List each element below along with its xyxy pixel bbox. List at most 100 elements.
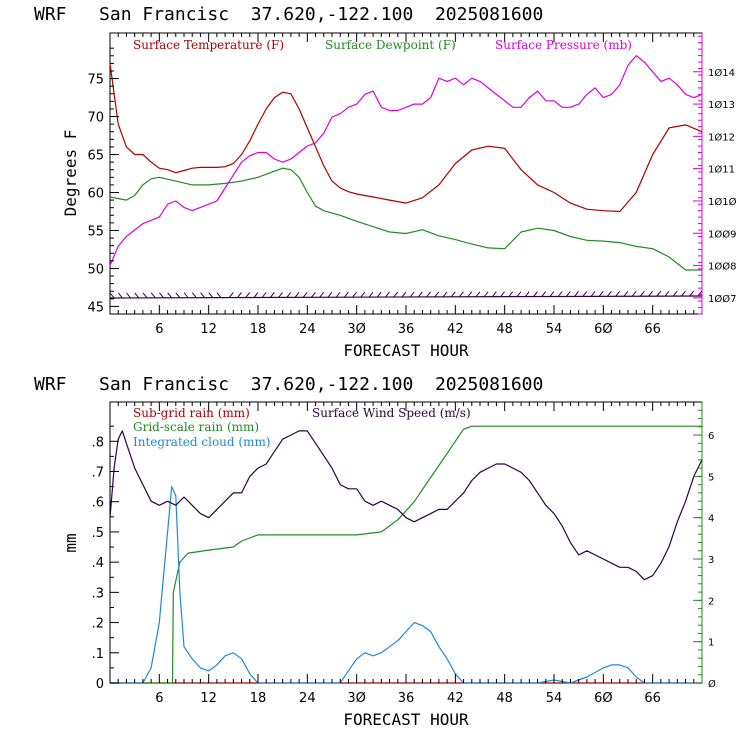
x-tick-label: 48 xyxy=(496,322,513,337)
wind-barb xyxy=(533,291,538,297)
wind-barb xyxy=(175,292,181,299)
wind-barb xyxy=(126,292,131,299)
chart-top-y-axis: 45 50 55 60 65 70 75 xyxy=(87,32,119,315)
wind-barb xyxy=(253,292,259,298)
y2-tick-label: 1 xyxy=(708,638,714,649)
wind-barb xyxy=(475,291,481,298)
series-surface-temperature-f-line xyxy=(109,63,703,213)
wind-barb xyxy=(664,290,670,297)
wind-barb xyxy=(541,291,547,297)
wind-barb xyxy=(459,291,464,298)
wind-barb xyxy=(450,291,456,298)
chart-bottom-plot-area xyxy=(109,425,703,684)
legend-surface-wind-speed: Surface Wind Speed (m/s) xyxy=(312,406,471,420)
wind-barb xyxy=(385,291,390,298)
chart-bottom-x-axis: 6 12 18 24 3Ø 36 42 48 54 6Ø 66 xyxy=(117,402,695,706)
x-tick-label: 36 xyxy=(398,322,415,337)
chart-top-y2-axis: 1ØØ7 1ØØ8 1ØØ9 1Ø1Ø 1Ø11 1Ø12 1Ø13 1Ø14 xyxy=(693,35,737,315)
wind-barb xyxy=(582,291,588,297)
wind-barb xyxy=(352,291,357,298)
wind-barbs xyxy=(109,290,703,299)
x-tick-label: 54 xyxy=(546,322,563,337)
wind-barb xyxy=(681,290,686,297)
wind-barb xyxy=(191,292,197,299)
wind-barb xyxy=(615,290,621,297)
x-tick-label: 12 xyxy=(200,691,217,706)
wind-barb xyxy=(672,290,678,297)
x-tick-label: 3Ø xyxy=(347,691,366,706)
wind-barb xyxy=(311,292,316,298)
y-tick-label: .5 xyxy=(92,526,104,541)
wind-barb xyxy=(549,291,555,297)
chart-top-plot-area xyxy=(109,55,703,299)
wind-barb-baseline xyxy=(109,295,703,299)
wind-barb xyxy=(607,291,612,297)
wind-barb xyxy=(639,290,645,297)
wind-barb xyxy=(286,292,292,298)
wind-barb xyxy=(483,291,489,298)
y-tick-label: 75 xyxy=(87,73,104,88)
y-tick-label: .8 xyxy=(92,435,104,450)
chart-bottom-y-axis: 0 .1 .2 .3 .4 .5 .6 .7 .8 xyxy=(92,425,119,692)
series-integrated-cloud-mm-line xyxy=(110,486,702,684)
legend-surface-dewpoint: Surface Dewpoint (F) xyxy=(325,38,456,52)
chart-bottom-title: WRF San Francisc 37.620,-122.100 2025081… xyxy=(34,374,543,395)
wind-barb xyxy=(335,291,341,298)
wind-barb xyxy=(142,292,148,299)
wind-barb xyxy=(524,291,530,297)
y-tick-label: .3 xyxy=(92,586,104,601)
y2-tick-label: 1ØØ7 xyxy=(708,293,736,305)
chart-top-y-label: Degrees F xyxy=(61,130,80,217)
wind-barb xyxy=(623,290,629,297)
wind-barb xyxy=(648,290,653,297)
wind-barb xyxy=(508,291,514,297)
y2-tick-label: 1Ø13 xyxy=(708,99,735,111)
wind-barb xyxy=(278,292,283,298)
x-tick-label: 42 xyxy=(447,691,464,706)
wind-barb xyxy=(574,291,579,297)
x-tick-label: 18 xyxy=(250,322,267,337)
y-tick-label: 45 xyxy=(87,300,104,315)
wind-barb xyxy=(656,290,662,297)
x-tick-label: 6 xyxy=(155,322,163,337)
y2-tick-label: 2 xyxy=(708,596,714,607)
y-tick-label: 60 xyxy=(87,186,104,201)
wind-barb xyxy=(565,291,571,297)
wind-barb xyxy=(343,291,349,298)
series-grid-scale-rain-mm-line xyxy=(110,425,702,684)
chart-bottom: WRF San Francisc 37.620,-122.100 2025081… xyxy=(34,374,716,729)
y-tick-label: 50 xyxy=(87,262,104,277)
wind-barb xyxy=(376,291,382,298)
y2-tick-label: Ø xyxy=(708,678,716,690)
y-tick-label: .4 xyxy=(92,556,104,571)
y2-tick-label: 1Ø12 xyxy=(708,131,735,143)
wind-barb xyxy=(150,292,156,299)
y-tick-label: .2 xyxy=(92,617,104,632)
y2-tick-label: 6 xyxy=(708,431,714,442)
legend-sub-grid-rain: Sub-grid rain (mm) xyxy=(133,406,250,420)
legend-surface-temperature: Surface Temperature (F) xyxy=(133,38,284,52)
chart-top-title: WRF San Francisc 37.620,-122.100 2025081… xyxy=(34,4,543,25)
x-tick-label: 24 xyxy=(299,691,316,706)
y2-tick-label: 1Ø11 xyxy=(708,164,735,176)
x-tick-label: 36 xyxy=(398,691,415,706)
chart-top-x-axis: 6 12 18 24 3Ø 36 42 48 54 6Ø 66 xyxy=(117,33,695,337)
wind-barb xyxy=(245,292,251,298)
wind-barb xyxy=(327,291,333,298)
chart-bottom-y2-axis: Ø 1 2 3 4 5 6 xyxy=(693,409,716,690)
x-tick-label: 66 xyxy=(644,691,661,706)
y2-tick-label: 5 xyxy=(708,472,714,483)
wind-barb xyxy=(159,292,164,299)
wind-barb xyxy=(109,292,115,299)
y-tick-label: 70 xyxy=(87,111,104,126)
wind-barb xyxy=(134,292,140,299)
wind-barb xyxy=(167,292,173,299)
wind-barb xyxy=(216,292,222,298)
wind-barb xyxy=(237,292,242,298)
legend-integrated-cloud: Integrated cloud (mm) xyxy=(133,435,271,449)
x-tick-label: 48 xyxy=(496,691,513,706)
y-tick-label: 0 xyxy=(96,677,104,692)
wind-barb xyxy=(269,292,275,298)
series-surface-pressure-mb-line xyxy=(109,55,703,266)
